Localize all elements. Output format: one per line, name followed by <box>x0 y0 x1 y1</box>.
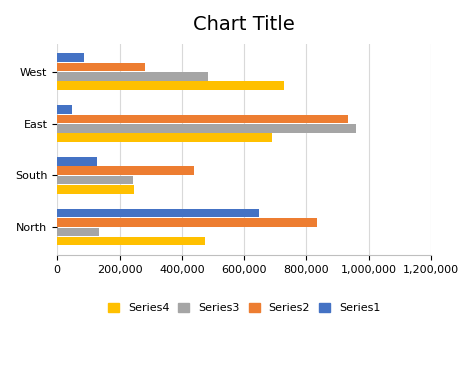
Bar <box>57 218 317 227</box>
Bar <box>57 124 356 132</box>
Bar <box>57 209 259 218</box>
Title: Chart Title: Chart Title <box>193 15 295 34</box>
Bar <box>57 228 99 236</box>
Bar <box>57 237 204 245</box>
Bar <box>57 105 73 114</box>
Bar <box>57 133 272 142</box>
Bar <box>57 72 208 81</box>
Legend: Series4, Series3, Series2, Series1: Series4, Series3, Series2, Series1 <box>103 299 385 317</box>
Bar <box>57 115 348 123</box>
Bar <box>57 81 284 90</box>
Bar <box>57 185 135 194</box>
Bar <box>57 157 97 166</box>
Bar <box>57 54 84 62</box>
Bar <box>57 63 146 71</box>
Bar <box>57 166 194 175</box>
Bar <box>57 176 133 184</box>
